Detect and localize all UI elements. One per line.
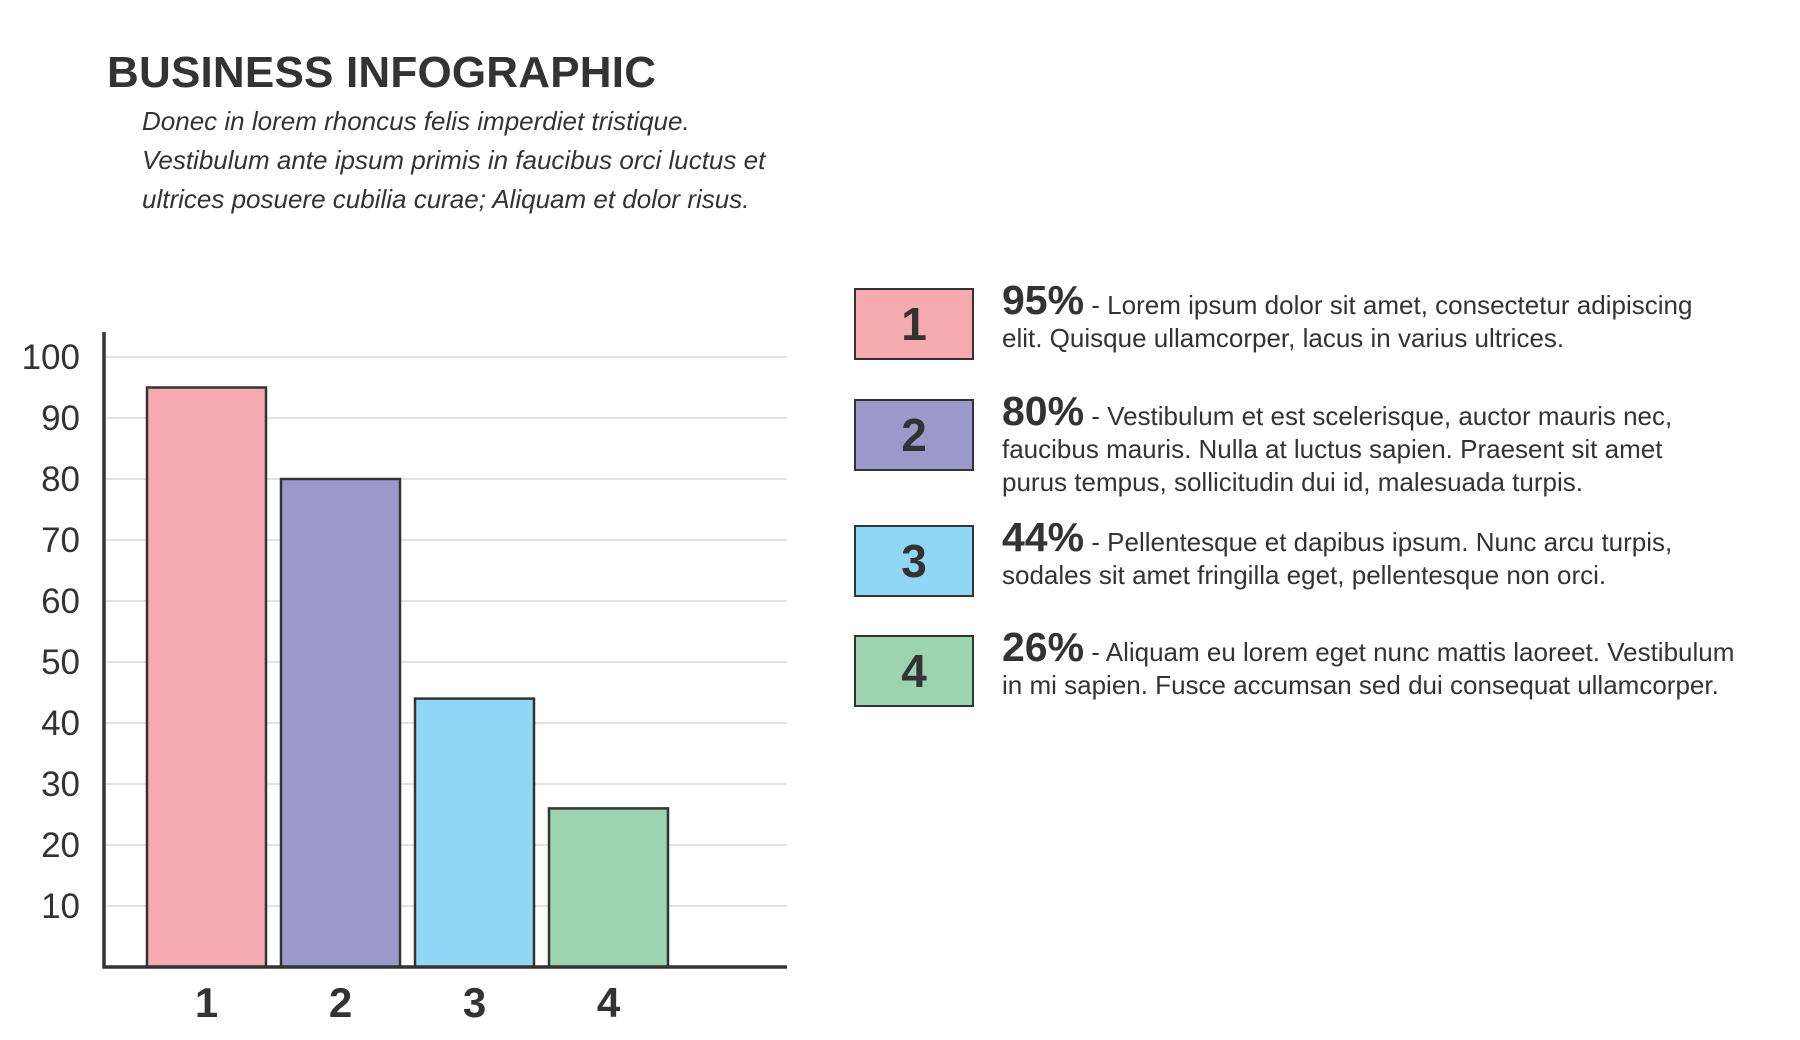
bar-chart: 10 20 30 40 50 60 70 80 90 100 1 2 3 4 (22, 332, 787, 1026)
bar (547, 807, 670, 969)
y-tick-label: 60 (41, 582, 80, 621)
page-title: BUSINESS INFOGRAPHIC (107, 48, 657, 97)
legend-swatch: 3 (854, 525, 974, 597)
legend-number: 3 (901, 535, 927, 587)
legend-text-line: elit. Quisque ullamcorper, lacus in vari… (1002, 323, 1565, 353)
y-tick-label: 80 (41, 460, 80, 499)
legend-description: 80% - Vestibulum et est scelerisque, auc… (1002, 391, 1792, 499)
bar (145, 386, 268, 969)
legend-swatch: 4 (854, 635, 974, 707)
legend-text-line: - Aliquam eu lorem eget nunc mattis laor… (1084, 637, 1735, 667)
y-axis: 10 20 30 40 50 60 70 80 90 100 (22, 332, 106, 969)
legend-item: 2 80% - Vestibulum et est scelerisque, a… (854, 391, 1784, 519)
legend-description: 26% - Aliquam eu lorem eget nunc mattis … (1002, 627, 1792, 702)
subtitle-line: Donec in lorem rhoncus felis imperdiet t… (142, 106, 690, 136)
x-tick-label: 4 (597, 979, 621, 1026)
y-tick-label: 10 (41, 887, 80, 926)
y-tick-label: 30 (41, 765, 80, 804)
legend-description: 95% - Lorem ipsum dolor sit amet, consec… (1002, 280, 1792, 355)
legend-text-line: in mi sapien. Fusce accumsan sed dui con… (1002, 670, 1719, 700)
legend-text-line: faucibus mauris. Nulla at luctus sapien.… (1002, 434, 1663, 464)
legend-percent: 44% (1002, 514, 1085, 560)
legend-text-line: - Vestibulum et est scelerisque, auctor … (1084, 401, 1673, 431)
y-tick-label: 50 (41, 643, 80, 682)
bar (279, 477, 402, 969)
legend-text-line: sodales sit amet fringilla eget, pellent… (1002, 560, 1607, 590)
bars (145, 386, 670, 969)
y-tick-label: 40 (41, 704, 80, 743)
legend-number: 1 (901, 298, 927, 350)
legend-number: 4 (901, 645, 927, 697)
subtitle-line: Vestibulum ante ipsum primis in faucibus… (142, 145, 766, 175)
y-tick-label: 90 (41, 399, 80, 438)
legend-percent: 80% (1002, 388, 1085, 434)
x-axis: 1 2 3 4 (102, 965, 787, 1026)
legend-description: 44% - Pellentesque et dapibus ipsum. Nun… (1002, 517, 1792, 592)
legend-item: 4 26% - Aliquam eu lorem eget nunc matti… (854, 627, 1784, 755)
legend-text-line: - Pellentesque et dapibus ipsum. Nunc ar… (1084, 527, 1673, 557)
x-tick-label: 2 (329, 979, 352, 1026)
x-tick-label: 3 (463, 979, 486, 1026)
legend-percent: 95% (1002, 277, 1085, 323)
legend-percent: 26% (1002, 624, 1085, 670)
page-subtitle: Donec in lorem rhoncus felis imperdiet t… (142, 102, 862, 219)
y-tick-label: 100 (22, 338, 80, 377)
legend-text-line: purus tempus, sollicitudin dui id, males… (1002, 467, 1583, 497)
y-tick-label: 70 (41, 521, 80, 560)
x-tick-label: 1 (195, 979, 218, 1026)
y-tick-label: 20 (41, 826, 80, 865)
legend-swatch: 2 (854, 399, 974, 471)
subtitle-line: ultrices posuere cubilia curae; Aliquam … (142, 184, 750, 214)
legend-text-line: - Lorem ipsum dolor sit amet, consectetu… (1084, 290, 1693, 320)
bar (413, 697, 536, 969)
legend-item: 3 44% - Pellentesque et dapibus ipsum. N… (854, 517, 1784, 645)
legend-number: 2 (901, 409, 927, 461)
legend-item: 1 95% - Lorem ipsum dolor sit amet, cons… (854, 280, 1784, 408)
legend-swatch: 1 (854, 288, 974, 360)
